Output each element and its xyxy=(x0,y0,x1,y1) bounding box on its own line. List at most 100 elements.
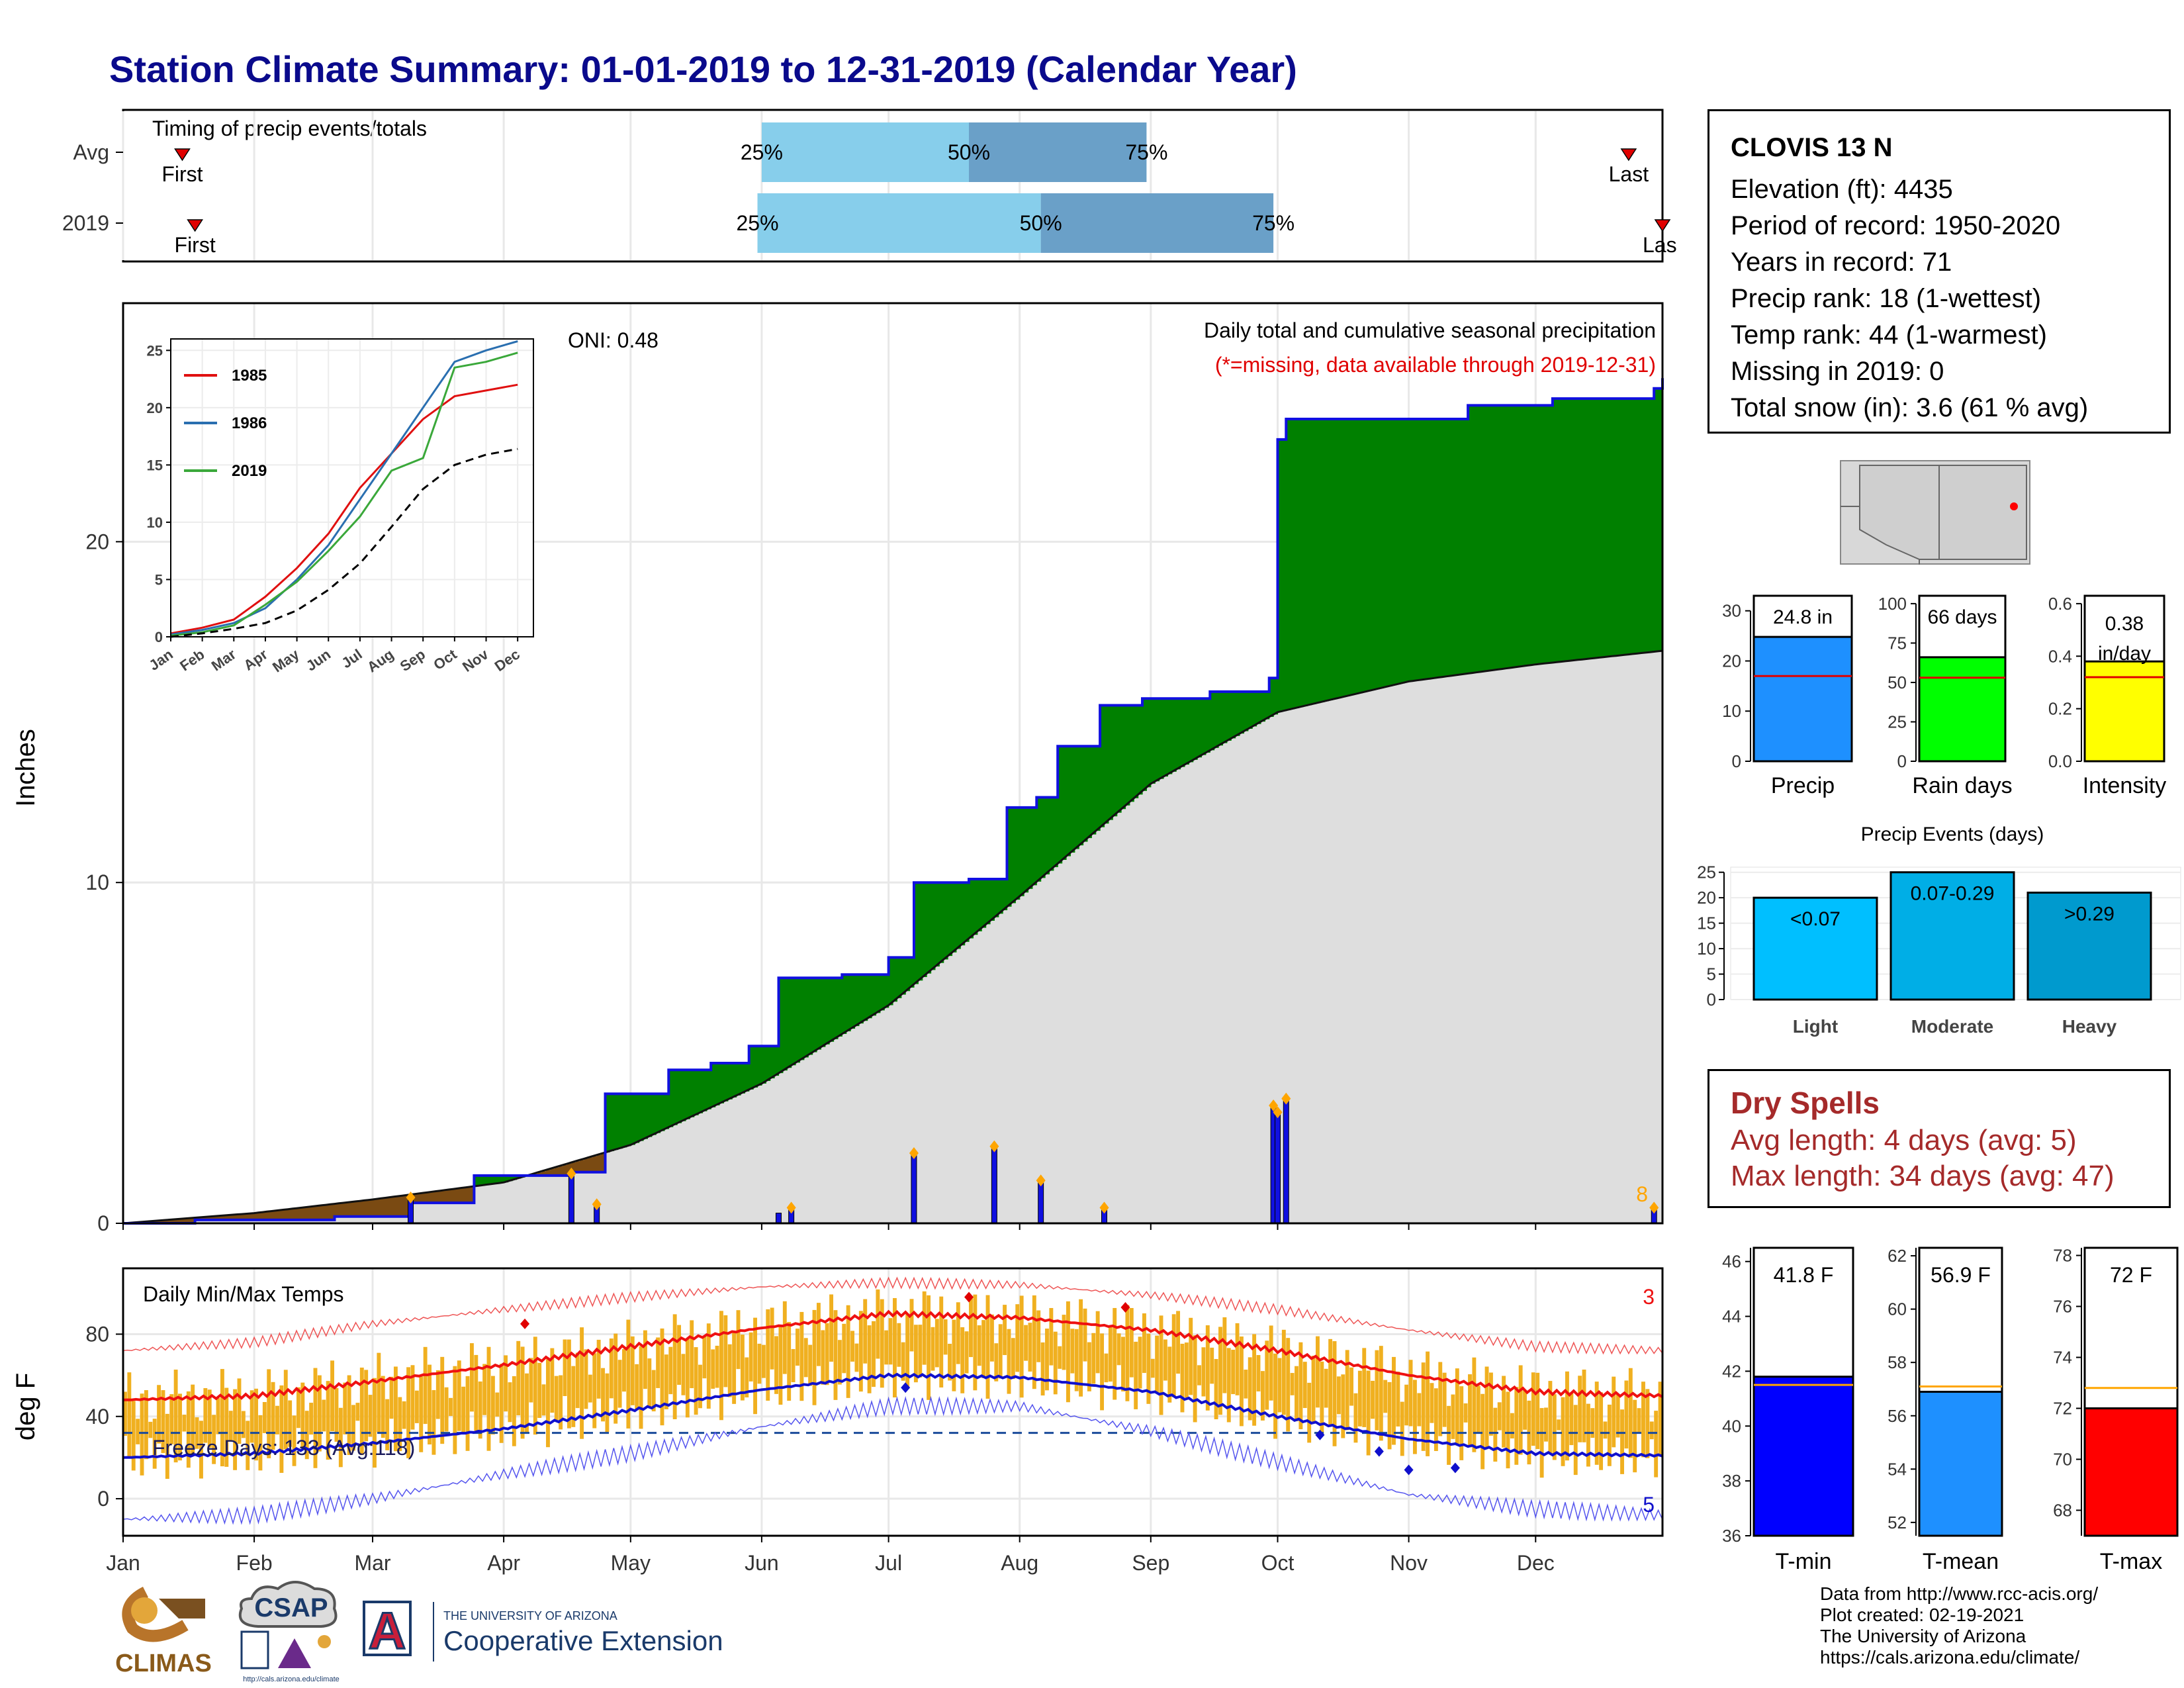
tbar-value-label: 41.8 F xyxy=(1774,1263,1834,1287)
daily-temp-bar xyxy=(736,1310,741,1370)
surplus-segment xyxy=(842,974,847,1034)
surplus-segment xyxy=(770,1046,775,1079)
summary-value-label: 66 days xyxy=(1927,606,1997,628)
summary-bar-label: Rain days xyxy=(1912,773,2012,798)
daily-temp-bar xyxy=(275,1405,279,1434)
surplus-segment xyxy=(1426,419,1431,680)
events-range-label: <0.07 xyxy=(1790,908,1841,930)
surplus-segment xyxy=(1438,419,1443,678)
surplus-segment xyxy=(1095,746,1101,831)
surplus-segment xyxy=(1193,698,1198,760)
inset-border xyxy=(170,338,534,637)
surplus-segment xyxy=(1214,691,1219,748)
summary-bar-label: Precip xyxy=(1771,773,1835,798)
surplus-segment xyxy=(1302,419,1308,706)
surplus-segment xyxy=(1328,419,1334,700)
daily-temp-bar xyxy=(880,1299,884,1388)
deficit-segment xyxy=(283,1209,289,1220)
surplus-segment xyxy=(1079,746,1084,846)
daily-temp-bar xyxy=(854,1343,859,1372)
surplus-segment xyxy=(1628,399,1633,655)
station-snow: Total snow (in): 3.6 (61 % avg) xyxy=(1731,393,2089,422)
surplus-segment xyxy=(711,1063,716,1107)
deficit-segment xyxy=(575,1161,580,1172)
surplus-segment xyxy=(753,1046,758,1088)
daily-temp-bar xyxy=(1489,1372,1493,1436)
daily-temp-bar xyxy=(495,1392,500,1417)
daily-temp-bar xyxy=(398,1397,402,1452)
temp-frame xyxy=(122,1267,1664,1537)
tbar-tick-label: 36 xyxy=(1722,1526,1741,1546)
extreme-precip-marker-icon xyxy=(406,1191,416,1203)
precip-events-chart: Precip Events (days) 0 5 10 15 20 25 <0.07 Light… xyxy=(1697,823,2181,1037)
daily-temp-bar xyxy=(1594,1382,1599,1465)
daily-temp-bar xyxy=(964,1331,969,1374)
month-label: Jul xyxy=(875,1551,902,1575)
surplus-segment xyxy=(1599,399,1604,658)
daily-temp-bar xyxy=(799,1311,804,1401)
surplus-segment xyxy=(660,1094,665,1131)
daily-temp-bar xyxy=(508,1382,512,1423)
surplus-segment xyxy=(799,978,805,1060)
daily-temp-bar xyxy=(1058,1346,1062,1369)
tbar-tick-label: 62 xyxy=(1888,1246,1907,1266)
daily-temp-bar xyxy=(279,1385,284,1474)
daily-temp-bar xyxy=(1231,1350,1236,1395)
surplus-segment xyxy=(901,957,906,995)
inset-series-line xyxy=(170,340,518,635)
extreme-precip-marker-icon xyxy=(1649,1201,1659,1214)
timing-bar-q50-q75 xyxy=(969,122,1147,182)
events-tick-label: 10 xyxy=(1697,939,1716,959)
tbar-tick-label: 58 xyxy=(1888,1352,1907,1372)
oni-label: ONI: 0.48 xyxy=(568,328,659,352)
deficit-segment xyxy=(313,1206,318,1220)
daily-temp-bar xyxy=(1447,1405,1451,1465)
deficit-segment xyxy=(373,1199,378,1217)
surplus-segment xyxy=(1557,399,1562,663)
daily-temp-bar xyxy=(414,1390,419,1423)
events-tick-label: 5 xyxy=(1707,964,1716,984)
daily-temp-bar xyxy=(596,1339,601,1399)
deficit-segment xyxy=(233,1215,238,1220)
daily-temp-bar xyxy=(478,1381,482,1439)
inset-month-label: May xyxy=(269,645,302,675)
daily-temp-bar xyxy=(461,1386,466,1432)
tbar-tick-label: 60 xyxy=(1888,1299,1907,1319)
daily-temp-bar xyxy=(1599,1392,1604,1470)
daily-temp-bar xyxy=(850,1331,854,1362)
daily-temp-bar xyxy=(1011,1338,1015,1380)
inset-month-label: Jun xyxy=(303,646,334,675)
surplus-segment xyxy=(1121,705,1126,810)
surplus-segment xyxy=(1468,405,1473,674)
precip-corner-count: 8 xyxy=(1636,1182,1648,1206)
daily-temp-bar xyxy=(711,1349,715,1389)
inset-ytick-label: 5 xyxy=(155,571,163,588)
daily-temp-bar xyxy=(647,1358,652,1408)
daily-temp-bar xyxy=(182,1415,187,1432)
daily-temp-bar xyxy=(846,1305,850,1398)
daily-temp-bar xyxy=(934,1319,939,1368)
surplus-segment xyxy=(1620,399,1625,655)
tbar-value-label: 72 F xyxy=(2110,1263,2152,1287)
daily-temp-bar xyxy=(1336,1376,1341,1415)
first-marker-icon xyxy=(187,219,204,232)
daily-temp-bar xyxy=(304,1411,309,1460)
surplus-segment xyxy=(745,1063,750,1092)
daily-temp-bar xyxy=(1062,1315,1066,1370)
daily-temp-bar xyxy=(1387,1382,1392,1450)
surplus-segment xyxy=(816,978,821,1050)
daily-temp-bar xyxy=(1569,1392,1574,1446)
surplus-segment xyxy=(876,974,881,1013)
daily-temp-bar xyxy=(212,1415,216,1464)
station-info-box: CLOVIS 13 N Elevation (ft): 4435 Period … xyxy=(1707,109,2171,434)
daily-temp-bar xyxy=(1459,1386,1464,1460)
daily-temp-bar xyxy=(943,1319,948,1355)
daily-temp-bar xyxy=(533,1336,537,1435)
tbar-tick-label: 56 xyxy=(1888,1406,1907,1426)
surplus-segment xyxy=(1036,797,1042,882)
surplus-segment xyxy=(1518,405,1524,667)
surplus-segment xyxy=(1265,691,1270,720)
daily-temp-bar xyxy=(1273,1353,1277,1439)
daily-temp-bar xyxy=(1129,1307,1134,1378)
daily-temp-bar xyxy=(385,1399,390,1450)
